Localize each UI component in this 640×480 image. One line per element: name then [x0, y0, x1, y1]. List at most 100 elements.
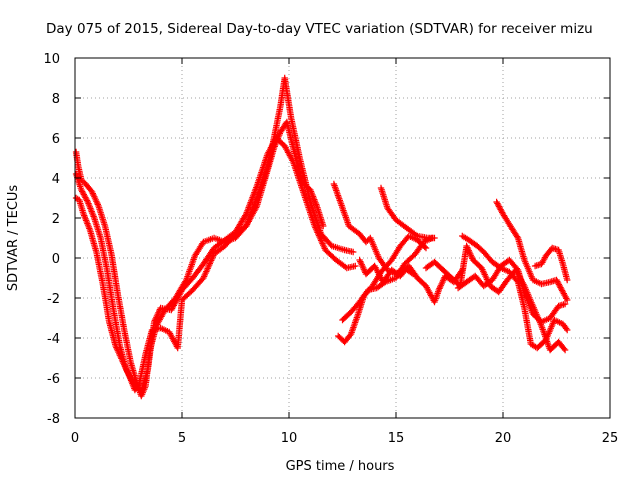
data-point-markers: [121, 326, 134, 364]
data-point-markers: [253, 152, 271, 190]
data-point-markers: [264, 146, 277, 174]
data-point-markers: [347, 314, 361, 338]
y-tick-label: -6: [47, 372, 60, 387]
data-point-markers: [138, 384, 149, 400]
data-point-markers: [311, 222, 328, 252]
data-point-markers: [506, 256, 520, 272]
data-point-markers: [330, 180, 343, 204]
data-point-markers: [401, 252, 418, 268]
data-point-markers: [151, 306, 164, 326]
x-axis-label: GPS time / hours: [286, 459, 395, 474]
scatter-marks: [72, 74, 571, 400]
data-point-markers: [88, 188, 101, 208]
data-point-markers: [189, 262, 206, 282]
data-point-markers: [362, 236, 373, 246]
data-point-markers: [80, 210, 93, 232]
data-point-markers: [283, 118, 297, 150]
data-point-markers: [183, 254, 198, 284]
data-point-markers: [514, 266, 528, 294]
data-point-markers: [125, 370, 138, 392]
data-point-markers: [178, 288, 195, 304]
data-point-markers: [298, 178, 313, 193]
data-point-markers: [546, 304, 561, 322]
data-point-markers: [499, 210, 514, 230]
data-point-markers: [91, 214, 104, 240]
data-point-markers: [431, 258, 446, 273]
data-point-markers: [559, 288, 571, 304]
data-point-markers: [343, 262, 359, 272]
data-point-markers: [555, 246, 566, 266]
y-tick-label: 10: [43, 52, 60, 67]
data-point-markers: [392, 216, 409, 231]
data-point-markers: [300, 190, 318, 228]
data-point-markers: [405, 232, 419, 243]
x-tick-label: 25: [602, 431, 619, 446]
data-point-markers: [313, 202, 327, 230]
data-point-markers: [538, 254, 549, 268]
data-point-markers: [221, 232, 238, 250]
data-point-markers: [136, 352, 149, 388]
data-point-markers: [474, 242, 486, 254]
data-point-markers: [377, 184, 391, 210]
y-tick-label: -2: [47, 292, 60, 307]
x-tick-label: 10: [281, 431, 298, 446]
y-tick-label: 4: [52, 172, 60, 187]
data-point-markers: [82, 180, 95, 194]
data-point-markers: [414, 236, 430, 252]
data-point-markers: [465, 236, 480, 249]
data-point-markers: [459, 232, 471, 243]
data-point-markers: [551, 316, 565, 327]
data-point-markers: [328, 242, 346, 253]
data-point-markers: [384, 204, 399, 222]
data-point-markers: [553, 276, 566, 294]
data-point-markers: [354, 294, 367, 320]
data-point-markers: [555, 300, 569, 310]
grid-layer: [75, 58, 610, 418]
y-tick-label: 0: [52, 252, 60, 267]
data-point-markers: [489, 264, 504, 284]
series-track-g: [335, 232, 430, 346]
data-point-markers: [281, 74, 295, 120]
series-track-e: [377, 184, 438, 242]
data-point-markers: [281, 142, 296, 164]
data-point-markers: [200, 235, 216, 246]
data-point-markers: [191, 240, 206, 260]
data-point-markers: [493, 198, 506, 216]
data-point-markers: [367, 234, 382, 260]
data-point-markers: [463, 242, 476, 262]
data-point-markers: [110, 306, 123, 348]
data-point-markers: [469, 256, 484, 271]
data-point-markers: [97, 234, 110, 272]
data-point-markers: [322, 246, 338, 262]
data-point-markers: [243, 184, 260, 218]
data-point-markers: [232, 223, 248, 238]
series-track-l: [493, 198, 571, 304]
data-point-markers: [529, 276, 543, 287]
data-point-markers: [341, 332, 354, 346]
data-point-markers: [307, 186, 320, 208]
data-point-markers: [414, 274, 428, 289]
data-point-markers: [454, 279, 469, 292]
data-point-markers: [99, 280, 113, 324]
y-tick-label: 2: [52, 212, 60, 227]
data-point-markers: [106, 318, 119, 348]
data-point-markers: [200, 246, 217, 268]
data-point-markers: [508, 224, 521, 240]
data-point-markers: [138, 368, 151, 396]
tick-layer: 0 5 10 15 20 25 -8 -6 -4 -2 0 2 4 6 8 10: [43, 52, 618, 446]
data-point-markers: [559, 260, 571, 284]
y-tick-label: -4: [47, 332, 60, 347]
data-point-markers: [339, 309, 353, 324]
y-tick-label: 8: [52, 92, 60, 107]
data-point-markers: [403, 224, 420, 239]
data-point-markers: [243, 204, 260, 230]
data-point-markers: [388, 244, 403, 264]
data-point-markers: [345, 222, 362, 237]
data-point-markers: [495, 278, 510, 296]
data-point-markers: [521, 288, 536, 316]
data-point-markers: [360, 284, 375, 300]
data-point-markers: [210, 237, 227, 252]
data-point-markers: [538, 315, 552, 326]
y-tick-label: 6: [52, 132, 60, 147]
